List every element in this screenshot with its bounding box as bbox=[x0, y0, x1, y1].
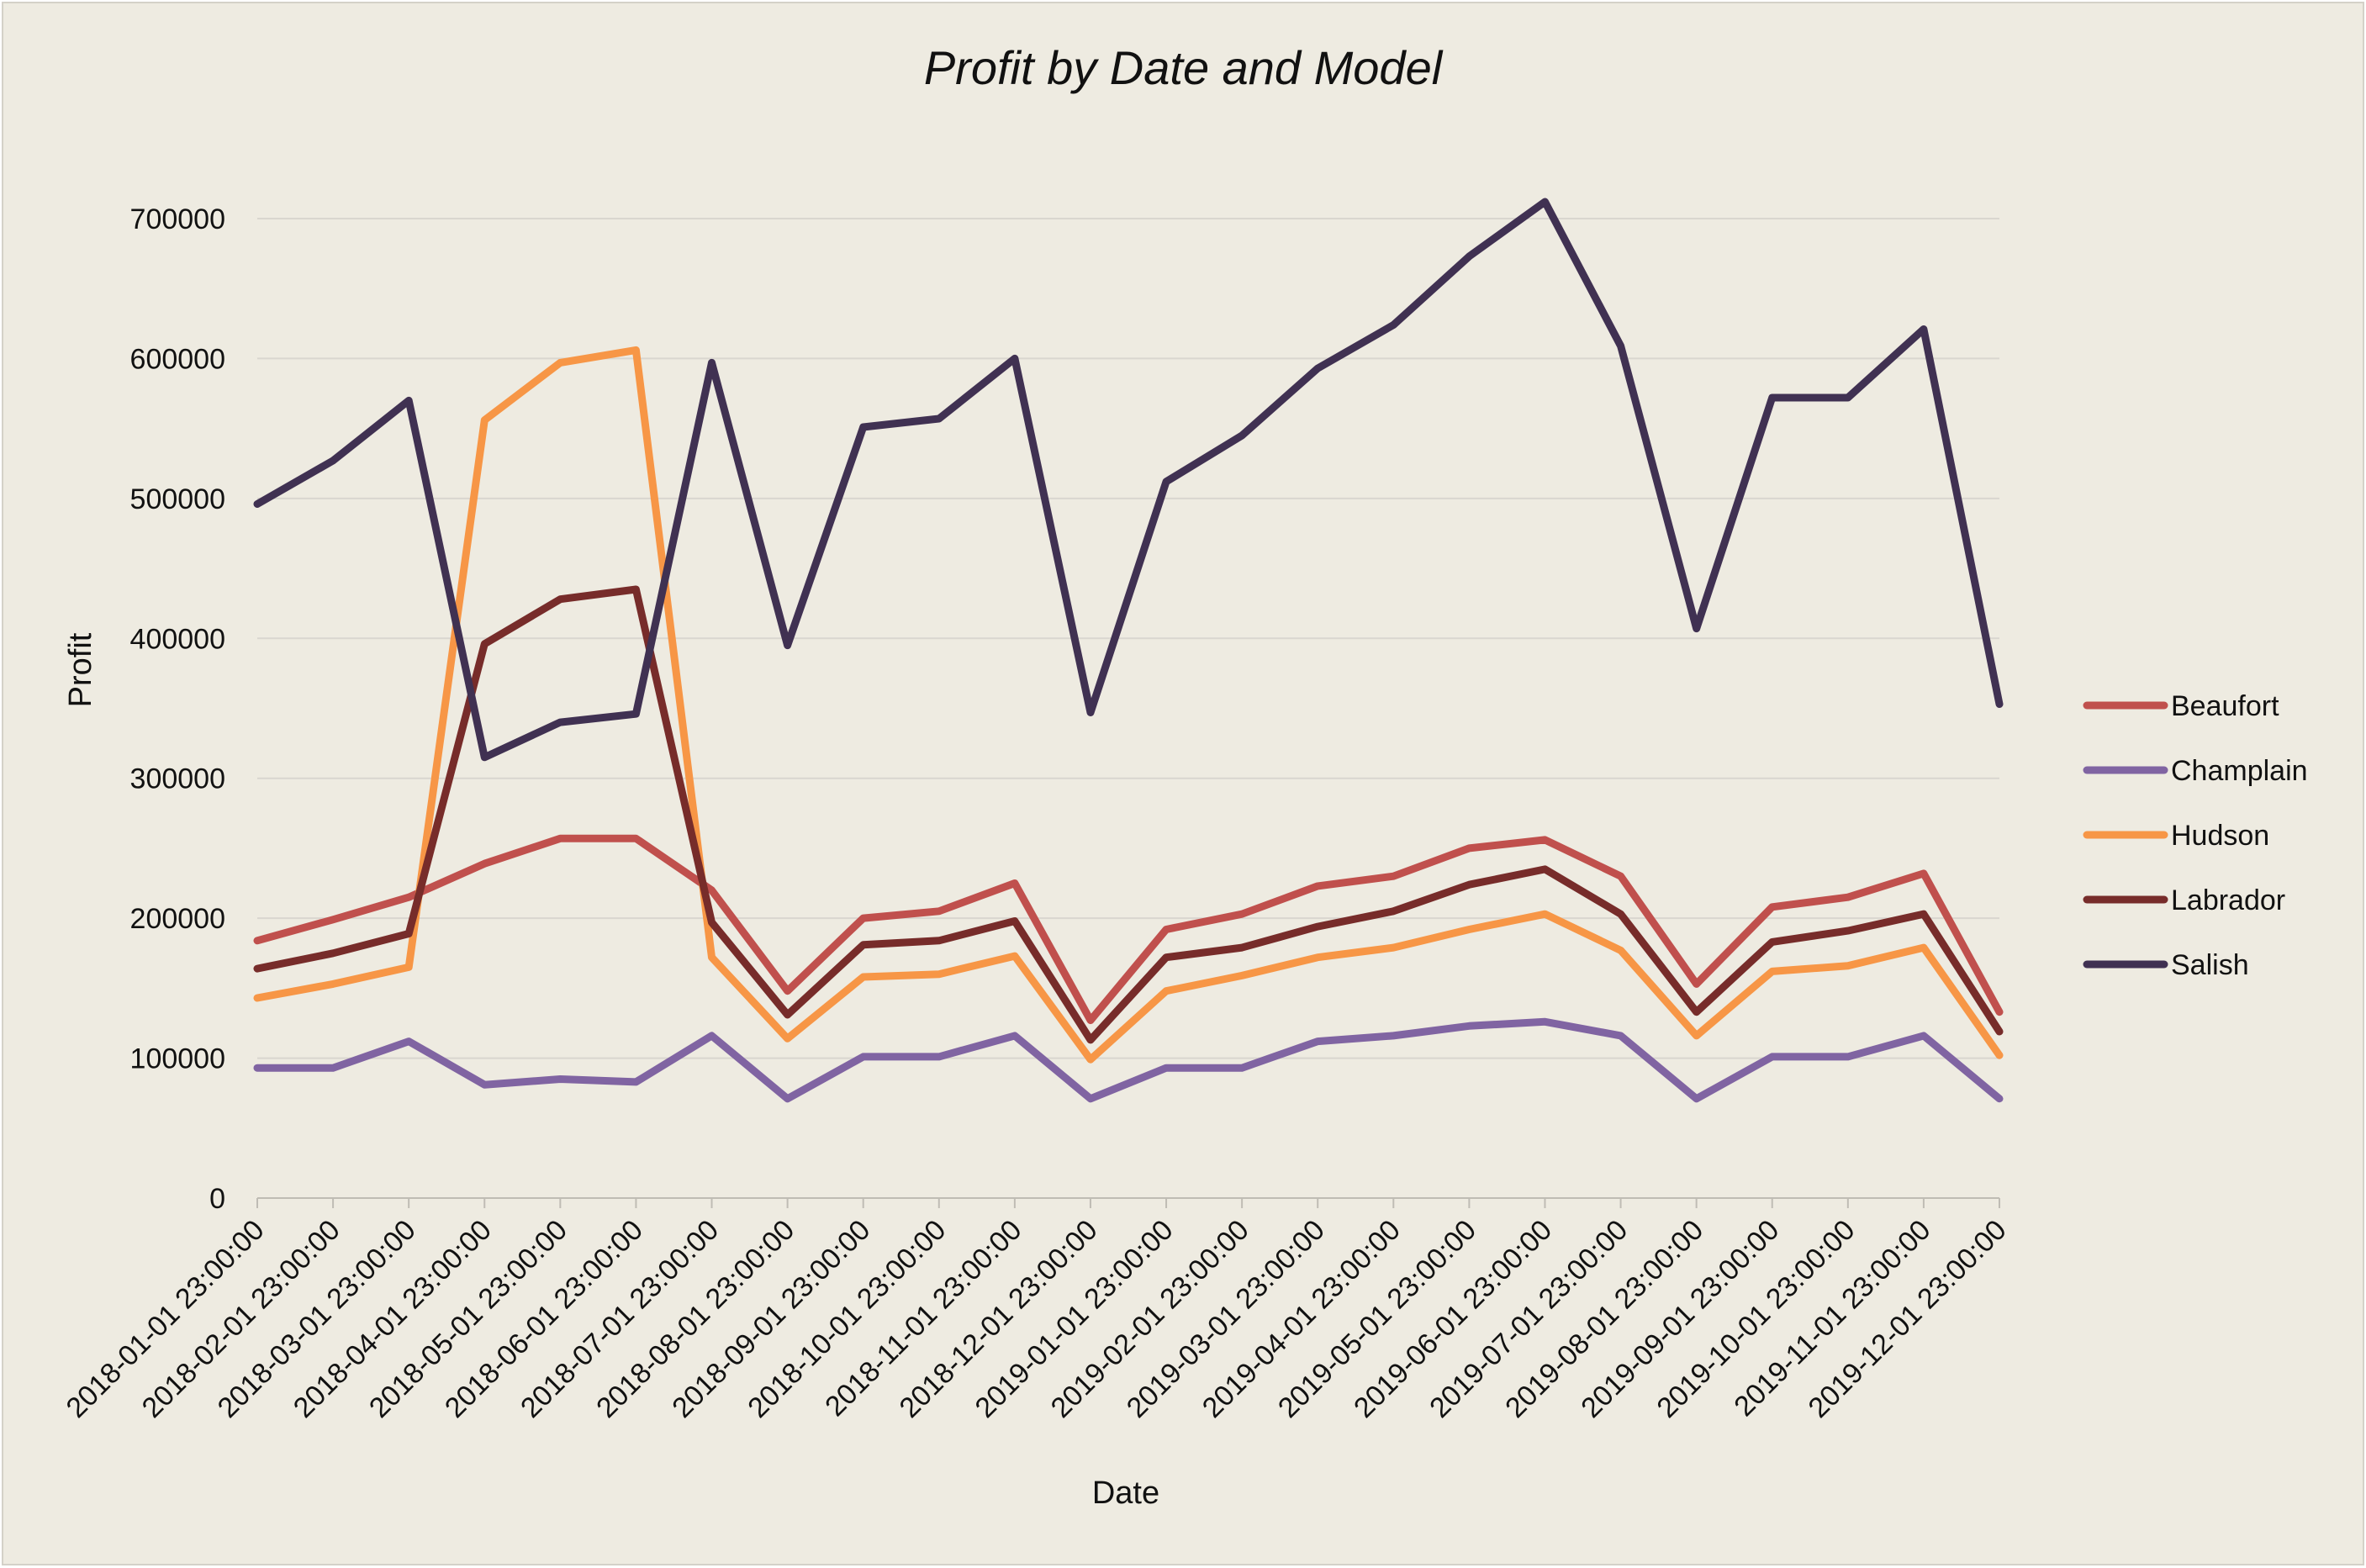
line-chart: Profit by Date and Model 0 100000 200000 30… bbox=[61, 41, 2308, 1511]
y-tick-label: 400000 bbox=[130, 623, 225, 655]
series-line-champlain bbox=[253, 1017, 2004, 1103]
y-axis-title: Profit bbox=[63, 632, 98, 707]
legend-label: Labrador bbox=[2171, 884, 2285, 916]
y-tick-label: 600000 bbox=[130, 343, 225, 375]
legend: Beaufort Champlain Hudson Labrador Salish bbox=[2083, 690, 2308, 981]
y-tick-label: 700000 bbox=[130, 203, 225, 235]
y-tick-label: 300000 bbox=[130, 763, 225, 795]
legend-label: Champlain bbox=[2171, 755, 2308, 787]
series-line-hudson bbox=[253, 346, 2004, 1064]
y-tick-label: 200000 bbox=[130, 903, 225, 935]
legend-label: Salish bbox=[2171, 949, 2249, 981]
y-tick-label: 0 bbox=[209, 1183, 225, 1215]
legend-label: Beaufort bbox=[2171, 690, 2279, 722]
series-lines bbox=[253, 198, 2004, 1103]
x-axis-title: Date bbox=[1092, 1476, 1159, 1511]
chart-title: Profit by Date and Model bbox=[924, 41, 1444, 94]
y-tick-label: 500000 bbox=[130, 483, 225, 515]
y-tick-label: 100000 bbox=[130, 1043, 225, 1075]
y-axis: 0 100000 200000 300000 400000 500000 600000 700… bbox=[130, 203, 225, 1215]
series-line-labrador bbox=[253, 585, 2004, 1044]
gridlines bbox=[257, 218, 1999, 1059]
series-line-salish bbox=[253, 198, 2004, 762]
legend-label: Hudson bbox=[2171, 820, 2269, 852]
series-line-beaufort bbox=[253, 834, 2004, 1025]
